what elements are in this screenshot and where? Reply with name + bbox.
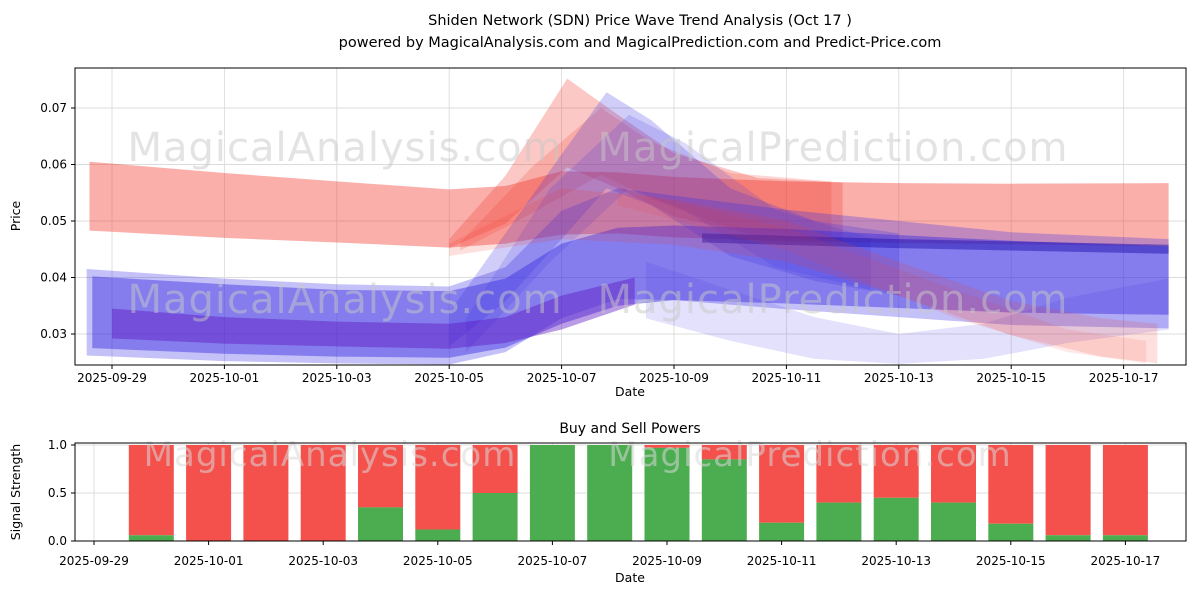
x-tick-label: 2025-09-29 xyxy=(77,371,147,385)
price-chart-ylabel: Price xyxy=(8,200,23,231)
bar-buy-segment xyxy=(988,523,1034,541)
watermark-analysis: MagicalAnalysis.com xyxy=(127,277,562,323)
bar-buy-segment xyxy=(587,445,633,541)
bar-sell-segment xyxy=(931,445,976,503)
watermark-prediction: MagicalPrediction.com xyxy=(608,435,1012,475)
x-tick-label: 2025-10-07 xyxy=(518,554,588,568)
watermark-analysis: MagicalAnalysis.com xyxy=(127,125,562,171)
bar-sell-segment xyxy=(243,445,289,541)
watermark-prediction: MagicalPrediction.com xyxy=(598,277,1069,323)
power-chart-xlabel: Date xyxy=(615,570,645,585)
bar-buy-segment xyxy=(644,447,690,541)
x-tick-label: 2025-10-07 xyxy=(527,371,597,385)
bar-buy-segment xyxy=(701,459,747,541)
sell-diag-tail xyxy=(449,188,1158,364)
y-tick-label: 1.0 xyxy=(48,438,67,452)
x-tick-label: 2025-10-13 xyxy=(861,554,931,568)
bar-sell-segment xyxy=(415,445,461,530)
buy-spike-2 xyxy=(466,114,871,353)
bar-sell-segment xyxy=(358,445,403,508)
y-tick-label: 0.03 xyxy=(40,327,67,341)
power-chart-frame xyxy=(74,442,1187,542)
buy-outer-band xyxy=(86,188,1169,365)
bar-buy-segment xyxy=(415,529,461,541)
watermark-prediction: MagicalPrediction.com xyxy=(598,125,1069,171)
buy-spike-1 xyxy=(449,92,899,347)
buy-sag-band xyxy=(645,261,1169,364)
x-tick-label: 2025-10-05 xyxy=(403,554,473,568)
bar-sell-segment xyxy=(816,445,862,503)
buy-dark-core-left xyxy=(112,277,635,349)
bar-buy-segment xyxy=(128,535,174,541)
x-tick-label: 2025-10-09 xyxy=(632,554,702,568)
figure-title: Shiden Network (SDN) Price Wave Trend An… xyxy=(428,13,852,29)
x-tick-label: 2025-10-03 xyxy=(302,371,372,385)
buy-dark-core-right xyxy=(702,233,1169,254)
bar-buy-segment xyxy=(1102,535,1148,541)
price-chart-xlabel: Date xyxy=(615,384,645,399)
y-tick-label: 0.07 xyxy=(40,101,67,115)
x-tick-label: 2025-10-09 xyxy=(639,371,709,385)
price-wave-bands xyxy=(86,78,1169,365)
x-tick-label: 2025-10-15 xyxy=(976,371,1046,385)
x-tick-label: 2025-10-11 xyxy=(752,371,822,385)
bar-sell-segment xyxy=(873,445,919,498)
y-tick-label: 0.04 xyxy=(40,271,67,285)
x-tick-label: 2025-10-01 xyxy=(190,371,260,385)
price-chart-frame xyxy=(74,67,1187,366)
power-chart-ylabel: Signal Strength xyxy=(8,444,23,540)
power-chart-title: Buy and Sell Powers xyxy=(559,421,700,437)
bar-sell-segment xyxy=(701,445,747,460)
x-tick-label: 2025-10-17 xyxy=(1091,554,1161,568)
power-chart-tick-labels: 2025-09-29 2025-10-01 2025-10-03 2025-10-05… xyxy=(48,438,1160,568)
x-tick-label: 2025-10-15 xyxy=(976,554,1046,568)
price-chart-watermarks: MagicalAnalysis.com MagicalPrediction.co… xyxy=(127,125,1069,323)
sell-faint-tail xyxy=(617,188,1147,364)
price-chart-ticks xyxy=(71,107,1125,369)
power-chart-ticks xyxy=(71,444,1126,545)
power-chart-watermarks: MagicalAnalysis.com MagicalPrediction.co… xyxy=(144,435,1012,475)
bar-sell-segment xyxy=(300,445,346,541)
bar-buy-segment xyxy=(873,497,919,541)
bar-buy-segment xyxy=(529,445,575,541)
sell-spike-1 xyxy=(449,78,843,249)
price-chart-gridlines xyxy=(75,68,1186,365)
watermark-analysis: MagicalAnalysis.com xyxy=(144,435,517,475)
bar-buy-segment xyxy=(931,502,976,541)
bar-buy-segment xyxy=(358,507,403,541)
sell-spike-2 xyxy=(460,108,832,251)
sell-main-band xyxy=(89,161,1169,248)
x-tick-label: 2025-10-11 xyxy=(747,554,817,568)
bar-buy-segment xyxy=(1045,535,1091,541)
x-tick-label: 2025-10-05 xyxy=(414,371,484,385)
figure-subtitle: powered by MagicalAnalysis.com and Magic… xyxy=(339,35,942,51)
bar-sell-segment xyxy=(988,445,1034,524)
buy-main-band xyxy=(92,225,1169,358)
y-tick-label: 0.0 xyxy=(48,534,67,548)
bar-sell-segment xyxy=(472,445,518,493)
bar-buy-segment xyxy=(816,502,862,541)
bar-buy-segment xyxy=(472,493,518,541)
x-tick-label: 2025-10-01 xyxy=(174,554,244,568)
bar-sell-segment xyxy=(1045,445,1091,536)
bar-sell-segment xyxy=(128,445,174,536)
bar-buy-segment xyxy=(759,522,805,541)
bar-sell-segment xyxy=(759,445,805,523)
x-tick-label: 2025-09-29 xyxy=(59,554,129,568)
bar-sell-segment xyxy=(1102,445,1148,536)
y-tick-label: 0.5 xyxy=(48,486,67,500)
buy-sell-bars xyxy=(128,445,1148,541)
price-chart-tick-labels: 2025-09-29 2025-10-01 2025-10-03 2025-10-05… xyxy=(40,101,1158,385)
bar-sell-segment xyxy=(644,445,690,448)
y-tick-label: 0.05 xyxy=(40,214,67,228)
x-tick-label: 2025-10-13 xyxy=(864,371,934,385)
x-tick-label: 2025-10-03 xyxy=(288,554,358,568)
y-tick-label: 0.06 xyxy=(40,158,67,172)
x-tick-label: 2025-10-17 xyxy=(1089,371,1159,385)
bar-sell-segment xyxy=(186,445,232,541)
